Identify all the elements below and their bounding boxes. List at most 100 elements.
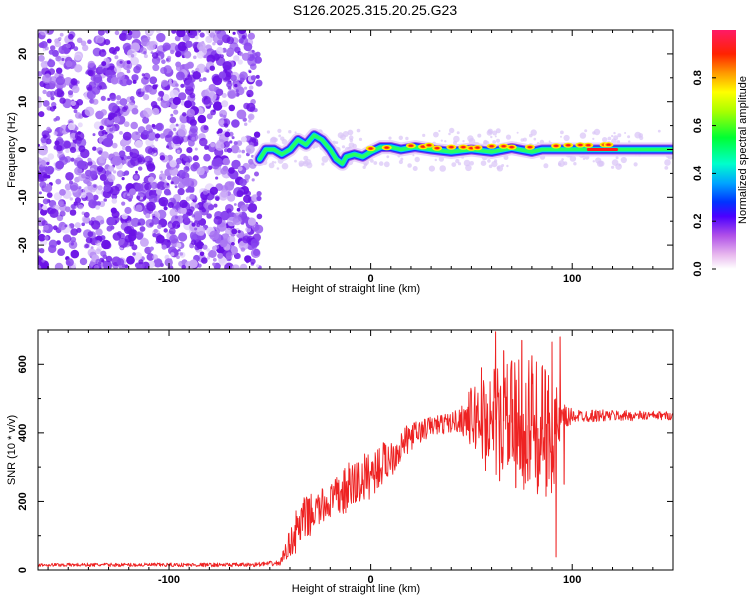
noise-speckle xyxy=(249,85,254,90)
noise-speckle xyxy=(239,77,245,83)
noise-speckle xyxy=(38,171,49,182)
noise-speckle xyxy=(245,203,249,208)
noise-speckle xyxy=(58,36,62,41)
noise-speckle xyxy=(239,51,244,57)
noise-speckle xyxy=(203,153,211,162)
noise-speckle xyxy=(244,122,248,126)
noise-speckle xyxy=(177,169,186,179)
noise-speckle xyxy=(167,191,172,196)
noise-speckle xyxy=(185,155,193,163)
ridge-halo-speckle xyxy=(558,160,565,168)
noise-speckle xyxy=(76,227,82,233)
noise-speckle xyxy=(197,114,206,124)
noise-speckle xyxy=(54,140,60,146)
noise-speckle xyxy=(179,199,188,209)
ridge-halo-speckle xyxy=(281,162,289,170)
noise-speckle xyxy=(178,92,187,101)
noise-speckle xyxy=(160,67,168,74)
noise-speckle xyxy=(178,260,184,267)
noise-speckle xyxy=(113,116,121,124)
noise-speckle xyxy=(224,148,228,153)
noise-speckle xyxy=(151,52,159,59)
noise-speckle xyxy=(146,201,156,212)
noise-speckle xyxy=(203,125,209,131)
noise-speckle xyxy=(105,255,113,263)
noise-speckle xyxy=(194,244,200,251)
noise-speckle xyxy=(198,218,207,226)
noise-speckle xyxy=(143,178,147,182)
noise-speckle xyxy=(142,107,153,118)
noise-speckle xyxy=(126,48,137,59)
noise-speckle xyxy=(213,203,218,208)
noise-speckle xyxy=(121,201,126,206)
noise-speckle xyxy=(152,147,158,153)
noise-speckle xyxy=(39,248,45,254)
noise-speckle xyxy=(54,88,63,98)
noise-speckle xyxy=(184,63,191,70)
noise-speckle xyxy=(193,55,197,60)
noise-speckle xyxy=(118,150,126,157)
noise-speckle xyxy=(183,50,192,59)
noise-speckle xyxy=(74,131,85,141)
noise-speckle xyxy=(195,226,206,236)
noise-speckle xyxy=(150,101,158,108)
noise-speckle xyxy=(207,251,214,258)
ridge-halo-speckle xyxy=(593,128,601,136)
noise-speckle xyxy=(78,145,86,153)
noise-speckle xyxy=(47,153,55,160)
noise-speckle xyxy=(155,122,164,132)
noise-speckle xyxy=(116,258,125,266)
ridge-halo-speckle xyxy=(533,137,537,141)
noise-speckle xyxy=(185,40,193,48)
noise-speckle xyxy=(248,119,252,123)
noise-speckle xyxy=(168,227,176,235)
ridge-halo-speckle xyxy=(501,164,505,167)
noise-speckle xyxy=(251,178,255,182)
noise-speckle xyxy=(46,38,52,44)
noise-speckle xyxy=(107,165,115,172)
noise-speckle xyxy=(237,230,241,234)
ridge-peak-core xyxy=(384,146,389,149)
noise-speckle xyxy=(129,148,140,159)
spectrogram-y-tick-label: 0 xyxy=(17,146,29,152)
noise-speckle xyxy=(209,230,220,241)
noise-speckle xyxy=(77,122,83,128)
noise-speckle xyxy=(145,124,152,131)
noise-speckle xyxy=(48,239,58,248)
noise-speckle xyxy=(190,239,197,246)
noise-speckle xyxy=(239,178,247,187)
snr-plot-area xyxy=(38,330,673,570)
noise-speckle xyxy=(216,131,220,134)
noise-speckle xyxy=(88,199,98,209)
noise-speckle xyxy=(152,233,157,238)
ridge-halo-speckle xyxy=(362,165,366,169)
noise-speckle xyxy=(121,213,128,220)
noise-speckle xyxy=(185,166,189,171)
ridge-halo-speckle xyxy=(579,132,587,139)
noise-speckle xyxy=(255,74,260,79)
noise-speckle xyxy=(99,219,105,225)
noise-speckle xyxy=(78,192,82,196)
noise-speckle xyxy=(206,213,212,219)
noise-speckle xyxy=(70,249,80,259)
spectrogram-x-tick-label: -100 xyxy=(158,273,180,285)
noise-speckle xyxy=(91,220,101,230)
noise-speckle xyxy=(106,216,116,226)
noise-speckle xyxy=(243,194,252,204)
noise-speckle xyxy=(43,224,49,231)
noise-speckle xyxy=(126,69,131,74)
noise-speckle xyxy=(101,117,110,126)
noise-speckle xyxy=(38,100,42,109)
noise-speckle xyxy=(230,90,235,95)
noise-speckle xyxy=(241,149,245,154)
noise-speckle xyxy=(191,214,195,218)
noise-speckle xyxy=(256,264,260,268)
noise-speckle xyxy=(194,204,200,209)
noise-speckle xyxy=(194,147,198,151)
noise-speckle xyxy=(246,89,254,98)
noise-speckle xyxy=(64,224,68,228)
noise-speckle xyxy=(237,154,242,159)
noise-speckle xyxy=(152,254,158,260)
noise-speckle xyxy=(59,156,68,166)
noise-speckle xyxy=(222,157,231,166)
